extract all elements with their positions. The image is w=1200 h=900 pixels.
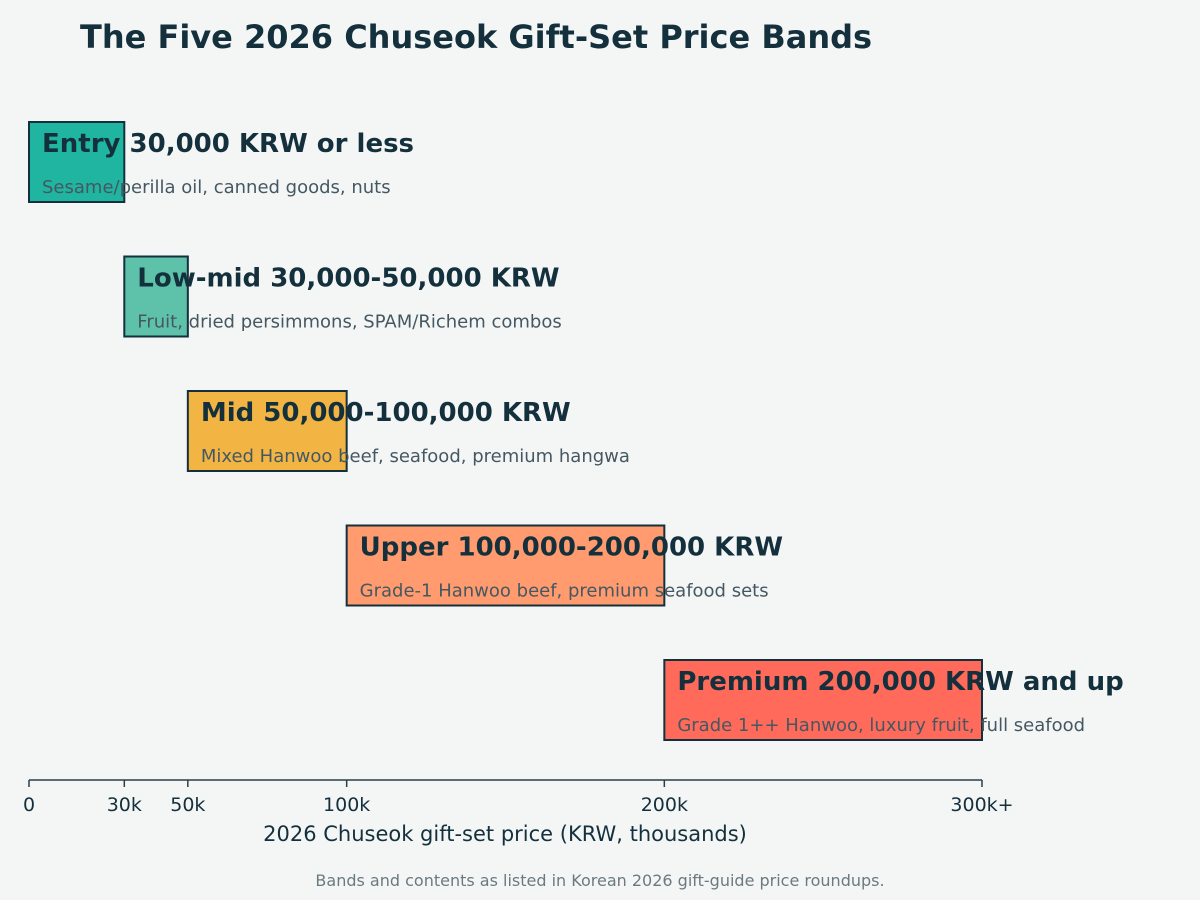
x-tick-label-100k: 100k (323, 794, 370, 816)
band-premium: Premium 200,000 KRW and up Grade 1++ Hanw… (663, 659, 1124, 741)
band-upper: Upper 100,000-200,000 KRW Grade-1 Hanwoo … (345, 524, 783, 607)
band-label-mid: Mid 50,000-100,000 KRW (201, 398, 571, 428)
x-tick-label-0: 0 (23, 794, 35, 816)
band-bar-mid (186, 390, 348, 472)
band-label-low-mid: Low-mid 30,000-50,000 KRW (137, 264, 559, 294)
band-label-entry: Entry 30,000 KRW or less (42, 129, 414, 159)
band-label-premium: Premium 200,000 KRW and up (677, 667, 1123, 697)
band-bar-entry (28, 121, 126, 203)
x-axis-ticks: 0 30k 50k 100k 200k 300k+ (23, 780, 1014, 816)
chart-title: The Five 2026 Chuseok Gift-Set Price Ban… (80, 18, 872, 56)
band-contents-low-mid: Fruit, dried persimmons, SPAM/Richem com… (137, 312, 561, 333)
x-tick-label-30k: 30k (107, 794, 142, 816)
band-bar-low-mid (123, 255, 189, 338)
x-axis: 0 30k 50k 100k 200k 300k+ 2026 Chuseok gift-s… (23, 779, 1014, 846)
band-contents-mid: Mixed Hanwoo beef, seafood, premium hang… (201, 446, 630, 467)
band-label-upper: Upper 100,000-200,000 KRW (360, 533, 783, 563)
x-tick-label-200k: 200k (641, 794, 688, 816)
band-contents-upper: Grade-1 Hanwoo beef, premium seafood set… (360, 581, 769, 602)
bands-layer: Entry 30,000 KRW or less Sesame/perilla o… (28, 121, 1124, 741)
x-tick-label-300k: 300k+ (950, 794, 1013, 816)
x-tick-label-50k: 50k (170, 794, 205, 816)
band-entry: Entry 30,000 KRW or less Sesame/perilla o… (28, 121, 414, 203)
chart-footnote: Bands and contents as listed in Korean 2… (315, 871, 884, 890)
band-mid: Mid 50,000-100,000 KRW Mixed Hanwoo beef,… (186, 390, 630, 472)
band-bar-premium (663, 659, 983, 741)
band-low-mid: Low-mid 30,000-50,000 KRW Fruit, dried pe… (123, 255, 562, 338)
x-axis-title: 2026 Chuseok gift-set price (KRW, thousa… (263, 822, 747, 846)
band-contents-entry: Sesame/perilla oil, canned goods, nuts (42, 177, 391, 198)
band-bar-upper (345, 524, 666, 607)
band-contents-premium: Grade 1++ Hanwoo, luxury fruit, full sea… (677, 715, 1085, 736)
